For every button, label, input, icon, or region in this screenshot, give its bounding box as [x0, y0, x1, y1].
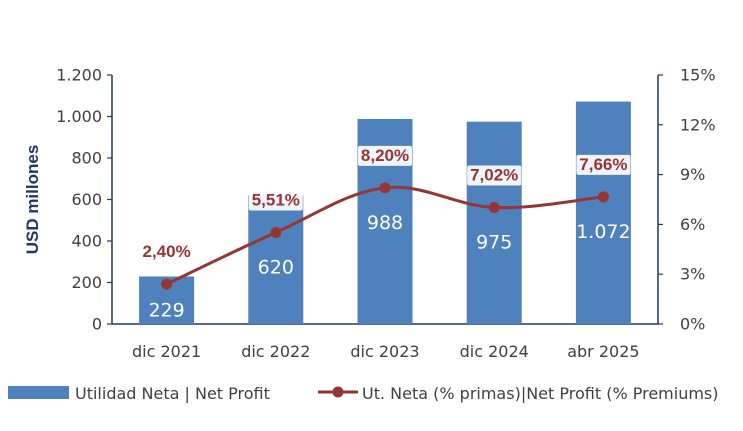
- legend: Utilidad Neta | Net Profit Ut. Neta (% pr…: [8, 384, 719, 403]
- y-axis-title: USD millones: [23, 145, 42, 255]
- x-tick-label: abr 2025: [567, 342, 639, 361]
- legend-line-marker: [332, 386, 344, 398]
- line-point: [270, 227, 282, 239]
- line-point: [379, 182, 391, 194]
- left-tick-label: 600: [71, 190, 102, 209]
- percent-label-background: [248, 190, 303, 211]
- percent-value-label: 2,40%: [142, 242, 190, 261]
- left-tick-label: 1.200: [56, 66, 102, 85]
- right-tick-label: 9%: [680, 165, 705, 184]
- legend-bar-swatch: [8, 386, 69, 399]
- percent-value-label: 5,51%: [252, 191, 300, 210]
- bar-value-label: 229: [148, 299, 184, 321]
- bar: [248, 195, 304, 324]
- left-tick-label: 0: [92, 315, 102, 334]
- x-tick-label: dic 2023: [350, 342, 419, 361]
- left-tick-label: 800: [71, 149, 102, 168]
- line-series: [161, 182, 609, 290]
- data-labels: 229 620 988 975 1.072 2,40% 5,51% 8,20% 7,02% 7,6…: [139, 145, 631, 321]
- percent-label-background: [139, 242, 194, 263]
- bar-value-label: 620: [258, 257, 294, 279]
- bar-value-label: 988: [367, 212, 403, 234]
- right-tick-label: 12%: [680, 115, 716, 134]
- percent-label-background: [576, 154, 631, 175]
- bar-series: [139, 101, 631, 325]
- right-tick-label: 0%: [680, 315, 705, 334]
- legend-line-label: Ut. Neta (% primas)|Net Profit (% Premiu…: [362, 384, 719, 403]
- x-tick-label: dic 2021: [132, 342, 201, 361]
- bar: [575, 101, 631, 324]
- bar-value-label: 975: [476, 231, 512, 253]
- left-tick-label: 1.000: [56, 107, 102, 126]
- bar-value-label: 1.072: [576, 221, 630, 243]
- x-tick-label: dic 2022: [241, 342, 310, 361]
- percent-value-label: 7,02%: [470, 165, 518, 184]
- line-point: [597, 191, 609, 203]
- legend-bar-label: Utilidad Neta | Net Profit: [75, 384, 270, 403]
- percent-value-label: 7,66%: [579, 155, 627, 174]
- right-tick-label: 3%: [680, 265, 705, 284]
- line-point: [488, 201, 500, 213]
- percent-label-background: [358, 145, 412, 166]
- x-tick-label: dic 2024: [460, 342, 529, 361]
- right-tick-label: 15%: [680, 66, 716, 85]
- percent-value-label: 8,20%: [361, 146, 409, 165]
- right-tick-label: 6%: [680, 215, 705, 234]
- line-point: [161, 278, 173, 290]
- percent-label-background: [467, 165, 522, 186]
- chart-axes: 0 200 400 600 800 1.000 1.200 0% 3% 6% 9% 12% 15% dic…: [23, 66, 716, 362]
- left-tick-label: 400: [71, 232, 102, 251]
- bar: [466, 121, 522, 324]
- left-tick-label: 200: [71, 273, 102, 292]
